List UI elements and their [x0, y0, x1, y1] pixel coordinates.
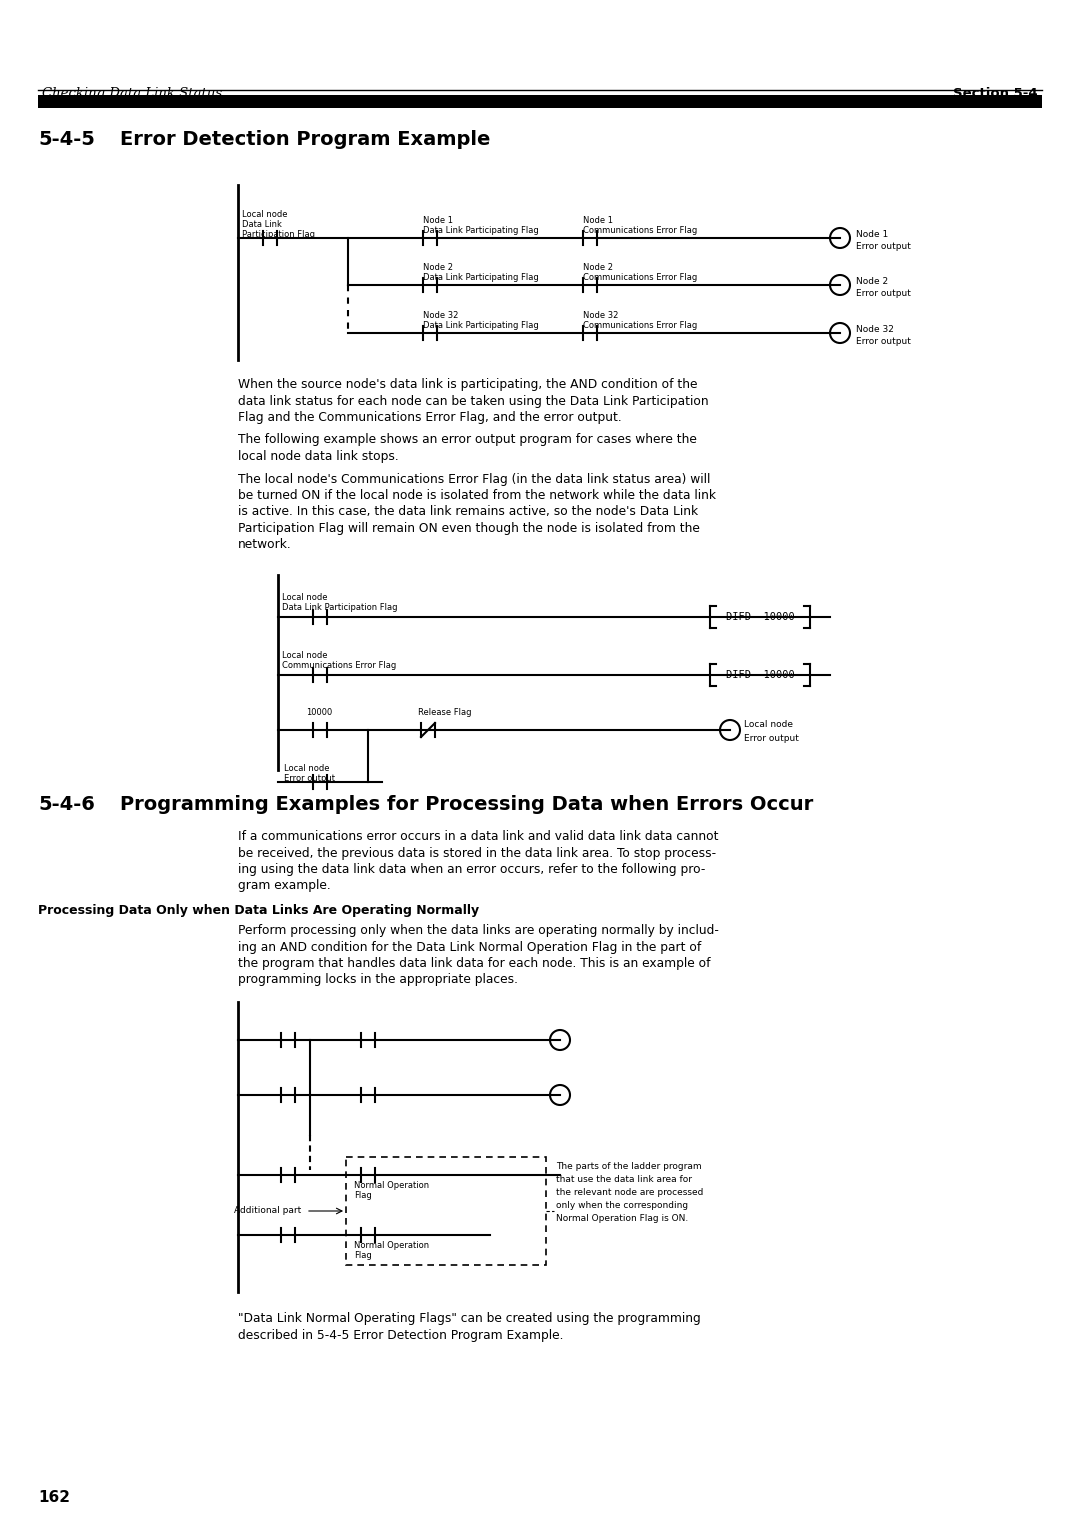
Text: If a communications error occurs in a data link and valid data link data cannot: If a communications error occurs in a da…: [238, 830, 718, 843]
Text: Data Link: Data Link: [242, 220, 282, 229]
Text: Data Link Participating Flag: Data Link Participating Flag: [423, 274, 539, 283]
Text: The parts of the ladder program: The parts of the ladder program: [556, 1161, 702, 1170]
Text: Node 1: Node 1: [583, 215, 613, 225]
Text: Local node: Local node: [744, 720, 793, 729]
Text: Flag: Flag: [354, 1190, 372, 1199]
Text: is active. In this case, the data link remains active, so the node's Data Link: is active. In this case, the data link r…: [238, 506, 698, 518]
Text: Normal Operation Flag is ON.: Normal Operation Flag is ON.: [556, 1215, 688, 1222]
Text: Communications Error Flag: Communications Error Flag: [583, 274, 698, 283]
Bar: [346, 1157, 546, 1265]
Text: The local node's Communications Error Flag (in the data link status area) will: The local node's Communications Error Fl…: [238, 472, 711, 486]
Text: Communications Error Flag: Communications Error Flag: [282, 662, 396, 669]
Text: Normal Operation: Normal Operation: [354, 1241, 429, 1250]
Text: only when the corresponding: only when the corresponding: [556, 1201, 688, 1210]
Text: ing using the data link data when an error occurs, refer to the following pro-: ing using the data link data when an err…: [238, 863, 705, 876]
Text: Node 2: Node 2: [583, 263, 613, 272]
Text: Local node: Local node: [282, 593, 327, 602]
Text: Node 32: Node 32: [423, 312, 458, 319]
Text: 10000: 10000: [306, 707, 333, 717]
Text: network.: network.: [238, 538, 292, 552]
Text: Normal Operation: Normal Operation: [354, 1181, 429, 1190]
Text: Error output: Error output: [284, 775, 335, 782]
Text: 5-4-6: 5-4-6: [38, 795, 95, 814]
Text: Node 32: Node 32: [856, 325, 894, 335]
Text: local node data link stops.: local node data link stops.: [238, 451, 399, 463]
Text: DIFD  10000: DIFD 10000: [726, 669, 795, 680]
Text: When the source node's data link is participating, the AND condition of the: When the source node's data link is part…: [238, 377, 698, 391]
Text: Programming Examples for Processing Data when Errors Occur: Programming Examples for Processing Data…: [120, 795, 813, 814]
Text: Checking Data Link Status: Checking Data Link Status: [42, 87, 222, 99]
Text: data link status for each node can be taken using the Data Link Participation: data link status for each node can be ta…: [238, 394, 708, 408]
Text: the program that handles data link data for each node. This is an example of: the program that handles data link data …: [238, 957, 711, 970]
Text: Section 5-4: Section 5-4: [954, 87, 1038, 99]
Text: Local node: Local node: [242, 209, 287, 219]
Text: be received, the previous data is stored in the data link area. To stop process-: be received, the previous data is stored…: [238, 847, 716, 859]
Text: Node 1: Node 1: [423, 215, 453, 225]
Text: Local node: Local node: [282, 651, 327, 660]
Text: Error output: Error output: [856, 289, 910, 298]
Text: Node 32: Node 32: [583, 312, 619, 319]
Text: Flag: Flag: [354, 1251, 372, 1261]
Text: Node 1: Node 1: [856, 231, 888, 238]
Text: Error Detection Program Example: Error Detection Program Example: [120, 130, 490, 150]
Text: gram example.: gram example.: [238, 880, 330, 892]
Text: Node 2: Node 2: [423, 263, 453, 272]
Text: programming locks in the appropriate places.: programming locks in the appropriate pla…: [238, 973, 518, 987]
Text: Node 2: Node 2: [856, 277, 888, 286]
Text: be turned ON if the local node is isolated from the network while the data link: be turned ON if the local node is isolat…: [238, 489, 716, 503]
Text: Flag and the Communications Error Flag, and the error output.: Flag and the Communications Error Flag, …: [238, 411, 622, 423]
Text: Participation Flag will remain ON even though the node is isolated from the: Participation Flag will remain ON even t…: [238, 523, 700, 535]
Text: Error output: Error output: [744, 733, 799, 743]
Text: Local node: Local node: [284, 764, 329, 773]
Text: Processing Data Only when Data Links Are Operating Normally: Processing Data Only when Data Links Are…: [38, 905, 480, 917]
Text: Participation Flag: Participation Flag: [242, 231, 315, 238]
Text: Data Link Participating Flag: Data Link Participating Flag: [423, 226, 539, 235]
Text: Communications Error Flag: Communications Error Flag: [583, 321, 698, 330]
Text: The following example shows an error output program for cases where the: The following example shows an error out…: [238, 434, 697, 446]
Text: Release Flag: Release Flag: [418, 707, 472, 717]
Text: described in 5-4-5 Error Detection Program Example.: described in 5-4-5 Error Detection Progr…: [238, 1328, 564, 1342]
Text: Communications Error Flag: Communications Error Flag: [583, 226, 698, 235]
Text: ing an AND condition for the Data Link Normal Operation Flag in the part of: ing an AND condition for the Data Link N…: [238, 941, 701, 953]
Text: Additional part: Additional part: [233, 1206, 301, 1215]
Text: Data Link Participating Flag: Data Link Participating Flag: [423, 321, 539, 330]
Text: that use the data link area for: that use the data link area for: [556, 1175, 692, 1184]
Text: 162: 162: [38, 1490, 70, 1505]
Text: "Data Link Normal Operating Flags" can be created using the programming: "Data Link Normal Operating Flags" can b…: [238, 1313, 701, 1325]
Text: the relevant node are processed: the relevant node are processed: [556, 1187, 703, 1196]
Text: DIFD  10000: DIFD 10000: [726, 613, 795, 622]
Text: Error output: Error output: [856, 338, 910, 345]
Text: Perform processing only when the data links are operating normally by includ-: Perform processing only when the data li…: [238, 924, 719, 937]
Bar: [38, 95, 1042, 108]
Text: Data Link Participation Flag: Data Link Participation Flag: [282, 604, 397, 613]
Text: 5-4-5: 5-4-5: [38, 130, 95, 150]
Text: Error output: Error output: [856, 241, 910, 251]
